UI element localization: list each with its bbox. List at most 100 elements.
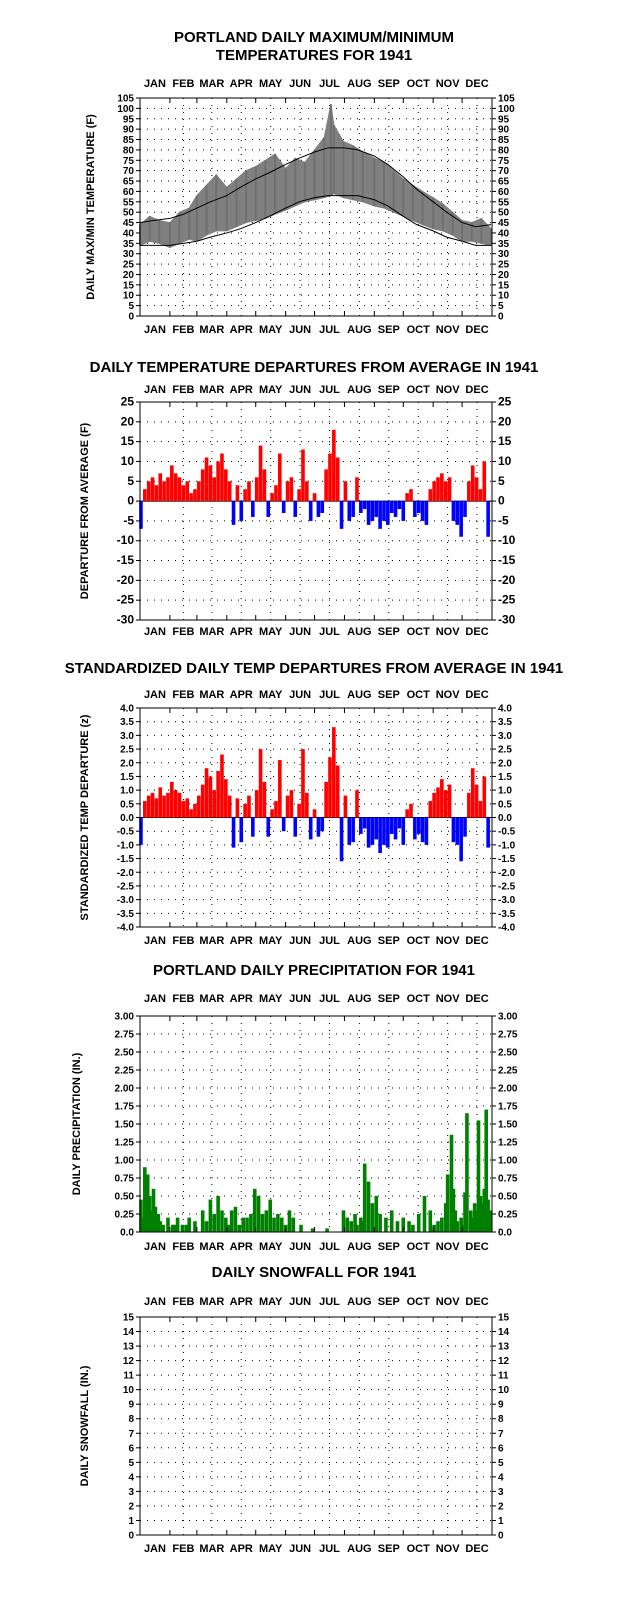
month-label: DEC — [465, 935, 488, 947]
y-tick-label: 40 — [498, 228, 510, 239]
month-label: APR — [230, 626, 253, 638]
chart-title: STANDARDIZED DAILY TEMP DEPARTURES FROM … — [65, 660, 563, 677]
grid — [140, 1317, 492, 1535]
month-label: JAN — [144, 689, 166, 701]
month-label: AUG — [347, 324, 371, 336]
bar — [428, 1210, 433, 1232]
month-label: JUL — [319, 993, 340, 1005]
bar — [389, 817, 394, 834]
bar — [397, 501, 402, 510]
bar — [443, 790, 448, 818]
bar — [177, 477, 182, 502]
y-tick-label: 3.0 — [498, 731, 512, 742]
bar — [345, 1217, 350, 1232]
y-tick-label: 11 — [498, 1371, 509, 1382]
bar — [272, 1217, 276, 1232]
month-label: FEB — [172, 1543, 194, 1555]
y-tick-label: 2.25 — [115, 1066, 135, 1077]
bar — [293, 501, 298, 517]
y-tick-label: 6 — [128, 1443, 134, 1454]
y-tick-label: 45 — [123, 218, 135, 229]
bar — [370, 501, 375, 521]
bar — [301, 449, 305, 502]
y-tick-label: 0 — [128, 312, 134, 323]
month-label: SEP — [378, 626, 400, 638]
month-label: APR — [230, 1543, 253, 1555]
bar — [189, 809, 193, 818]
month-label: JUN — [289, 1241, 311, 1253]
month-label: AUG — [347, 626, 371, 638]
bar — [170, 781, 174, 818]
y-tick-label: 5 — [498, 301, 504, 312]
month-label: APR — [230, 78, 253, 90]
bar — [224, 1217, 228, 1232]
y-tick-label: 0 — [498, 1531, 504, 1542]
bar — [177, 792, 182, 818]
y-tick-label: -2.5 — [498, 881, 516, 892]
y-tick-label: -3.5 — [117, 909, 135, 920]
month-label: AUG — [347, 689, 371, 701]
bar — [370, 1203, 375, 1232]
bar — [470, 768, 475, 818]
bar — [347, 817, 352, 845]
bar — [474, 477, 479, 502]
y-tick-label: 85 — [498, 135, 510, 146]
y-tick-label: 15 — [498, 434, 512, 448]
month-label: OCT — [407, 1543, 431, 1555]
bar — [451, 817, 456, 843]
month-label: SEP — [378, 384, 400, 396]
bar — [463, 501, 467, 517]
bar — [484, 1109, 489, 1232]
month-label: MAR — [199, 689, 224, 701]
bar — [470, 1217, 475, 1232]
bar — [416, 1214, 421, 1232]
bar — [254, 790, 259, 818]
y-tick-label: 10 — [498, 454, 512, 468]
bar — [328, 453, 332, 502]
bar — [147, 1196, 152, 1232]
bar — [185, 481, 190, 502]
y-tick-label: 0.75 — [115, 1174, 135, 1185]
y-tick-label: 1 — [498, 1516, 504, 1527]
month-label: OCT — [407, 1241, 431, 1253]
grid — [140, 1016, 492, 1232]
y-tick-label: 14 — [123, 1327, 135, 1338]
bar — [181, 801, 186, 818]
month-label: DEC — [465, 384, 488, 396]
bar — [166, 792, 170, 818]
bar — [204, 768, 209, 818]
bar — [289, 790, 294, 818]
bar — [359, 1217, 363, 1232]
bar — [274, 485, 278, 502]
month-label: AUG — [347, 384, 371, 396]
y-tick-label: 0.0 — [498, 1228, 512, 1239]
chart-departure: DAILY TEMPERATURE DEPARTURES FROM AVERAG… — [79, 359, 538, 638]
month-label: JAN — [144, 1241, 166, 1253]
bar — [252, 1188, 257, 1232]
y-tick-label: 10 — [498, 1385, 510, 1396]
y-tick-label: 2 — [498, 1501, 504, 1512]
bar — [386, 501, 390, 525]
bar — [343, 795, 348, 818]
bar — [378, 1214, 382, 1232]
bar — [463, 1192, 467, 1232]
bar — [181, 485, 186, 502]
y-tick-label: 5 — [498, 1458, 504, 1469]
bar — [141, 1217, 145, 1232]
bar — [312, 809, 317, 818]
bar — [204, 1221, 209, 1232]
bar — [482, 1188, 487, 1232]
month-label: APR — [230, 689, 253, 701]
bar — [343, 481, 348, 502]
month-label: AUG — [347, 935, 371, 947]
y-tick-label: 75 — [123, 156, 135, 167]
bar — [432, 481, 436, 502]
bar — [281, 817, 286, 832]
bar — [150, 477, 155, 502]
y-tick-label: 4 — [498, 1472, 504, 1483]
bar — [420, 817, 425, 843]
month-label: AUG — [347, 993, 371, 1005]
bar — [264, 1210, 269, 1232]
y-tick-label: -15 — [498, 553, 516, 567]
bar — [270, 809, 274, 818]
